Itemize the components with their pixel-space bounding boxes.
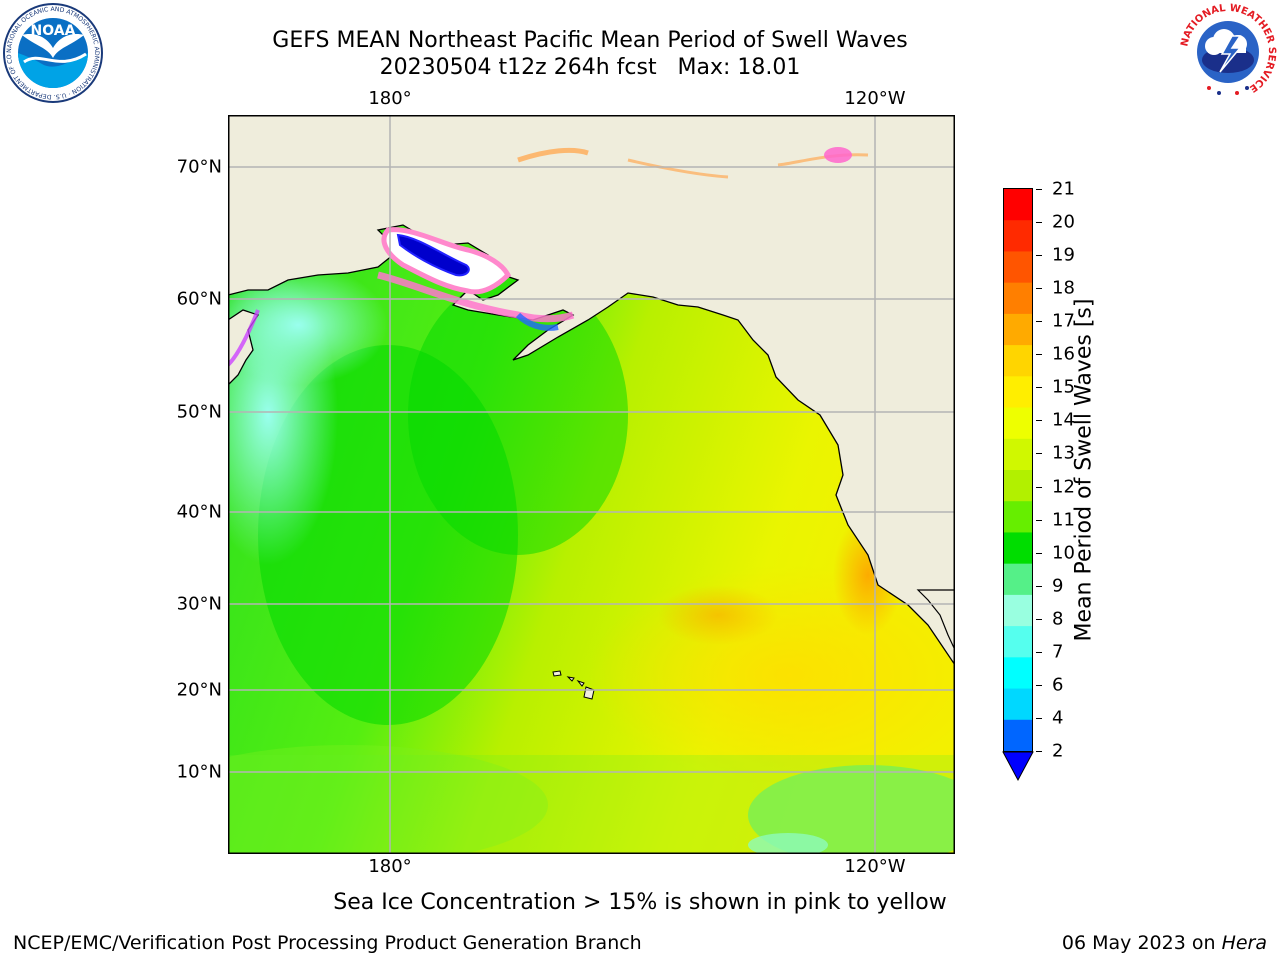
colorbar-tick xyxy=(1036,222,1042,224)
nws-logo: NATIONAL WEATHER SERVICE xyxy=(1179,3,1277,100)
lat-label-10n: 10°N xyxy=(176,761,222,783)
colorbar-band xyxy=(1004,282,1032,315)
colorbar-tick-label: 12 xyxy=(1052,476,1075,498)
colorbar xyxy=(1002,188,1034,782)
graticule xyxy=(228,115,955,854)
noaa-logo: NATIONAL OCEANIC AND ATMOSPHERIC ADMINIS… xyxy=(2,2,103,103)
colorbar-band xyxy=(1004,189,1032,221)
colorbar-band xyxy=(1004,626,1032,658)
colorbar-tick-label: 15 xyxy=(1052,376,1075,398)
colorbar-band xyxy=(1004,470,1032,502)
colorbar-tick-label: 10 xyxy=(1052,542,1075,564)
colorbar-tick-label: 7 xyxy=(1052,641,1064,663)
colorbar-band xyxy=(1004,438,1032,471)
lat-label-70n: 70°N xyxy=(176,156,222,178)
colorbar-tick-label: 13 xyxy=(1052,442,1075,464)
colorbar-tick xyxy=(1036,420,1042,422)
map-panel xyxy=(228,115,955,854)
land-north-america-asia xyxy=(228,115,955,667)
footer-machine: Hera xyxy=(1221,932,1267,954)
chart-subtitle: 20230504 t12z 264h fcst Max: 18.01 xyxy=(379,55,801,80)
colorbar-band xyxy=(1004,501,1032,534)
colorbar-tick-label: 11 xyxy=(1052,509,1075,531)
lat-label-50n: 50°N xyxy=(176,401,222,423)
lat-label-30n: 30°N xyxy=(176,593,222,615)
colorbar-band xyxy=(1004,407,1032,440)
colorbar-tick xyxy=(1036,354,1042,356)
colorbar-tick xyxy=(1036,519,1042,521)
colorbar-tick xyxy=(1036,751,1042,752)
land-hawaii xyxy=(552,670,595,700)
colorbar-band xyxy=(1004,657,1032,690)
colorbar-title: Mean Period of Swell Waves [s] xyxy=(1071,298,1097,642)
colorbar-band xyxy=(1004,313,1032,346)
colorbar-tick-label: 18 xyxy=(1052,277,1075,299)
lon-label-bottom-120w: 120°W xyxy=(844,856,906,877)
footer-producer: NCEP/EMC/Verification Post Processing Pr… xyxy=(13,932,642,954)
colorbar-tick xyxy=(1036,288,1042,290)
colorbar-tick xyxy=(1036,552,1042,554)
colorbar-tick xyxy=(1036,684,1042,686)
noaa-logo-text: NOAA xyxy=(31,23,76,39)
colorbar-band xyxy=(1004,220,1032,253)
colorbar-tick xyxy=(1036,453,1042,455)
colorbar-under-arrow xyxy=(1002,751,1034,782)
colorbar-tick xyxy=(1036,585,1042,587)
lat-label-20n: 20°N xyxy=(176,679,222,701)
colorbar-tick xyxy=(1036,387,1042,389)
colorbar-tick-label: 17 xyxy=(1052,310,1075,332)
colorbar-tick-label: 6 xyxy=(1052,674,1064,696)
colorbar-band xyxy=(1004,719,1032,752)
colorbar-tick xyxy=(1036,717,1042,719)
colorbar-band xyxy=(1004,251,1032,284)
colorbar-band xyxy=(1004,376,1032,409)
colorbar-tick-label: 14 xyxy=(1052,409,1075,431)
map-border xyxy=(228,115,955,854)
colorbar-tick-label: 16 xyxy=(1052,343,1075,365)
colorbar-tick xyxy=(1036,651,1042,653)
colorbar-band xyxy=(1004,345,1032,377)
colorbar-band xyxy=(1004,594,1032,627)
colorbar-frame xyxy=(1003,188,1033,752)
lon-label-bottom-180: 180° xyxy=(368,856,412,877)
lat-label-40n: 40°N xyxy=(176,501,222,523)
colorbar-band xyxy=(1004,532,1032,565)
colorbar-tick xyxy=(1036,618,1042,620)
colorbar-tick xyxy=(1036,321,1042,323)
colorbar-tick-label: 20 xyxy=(1052,211,1075,233)
colorbar-tick-label: 9 xyxy=(1052,575,1064,597)
colorbar-tick-label: 2 xyxy=(1052,740,1064,762)
footer-date-text: 06 May 2023 on xyxy=(1061,932,1222,954)
sea-ice-note: Sea Ice Concentration > 15% is shown in … xyxy=(333,890,947,915)
colorbar-tick-label: 21 xyxy=(1052,178,1075,200)
colorbar-tick xyxy=(1036,255,1042,257)
colorbar-tick-label: 8 xyxy=(1052,608,1064,630)
colorbar-tick-label: 4 xyxy=(1052,707,1064,729)
lon-label-top-180: 180° xyxy=(368,88,412,109)
lat-label-60n: 60°N xyxy=(176,288,222,310)
footer-date: 06 May 2023 on Hera xyxy=(1062,932,1267,954)
colorbar-band xyxy=(1004,688,1032,721)
colorbar-tick xyxy=(1036,486,1042,488)
chart-title: GEFS MEAN Northeast Pacific Mean Period … xyxy=(272,28,908,53)
colorbar-tick xyxy=(1036,189,1042,190)
lon-label-top-120w: 120°W xyxy=(844,88,906,109)
colorbar-tick-label: 19 xyxy=(1052,244,1075,266)
colorbar-band xyxy=(1004,563,1032,596)
